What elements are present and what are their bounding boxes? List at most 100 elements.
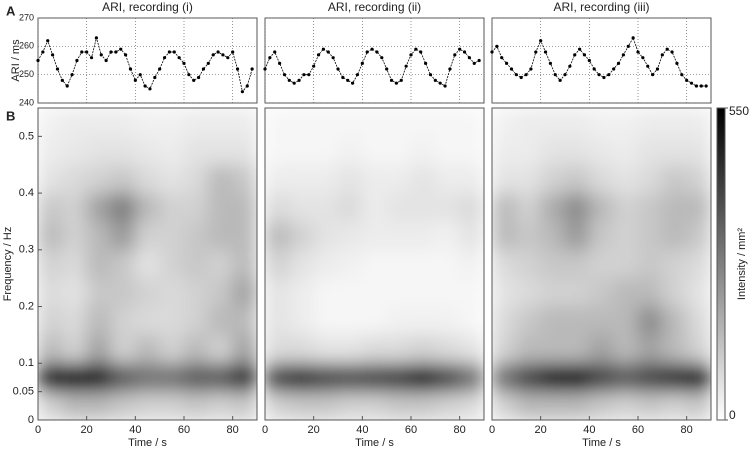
data-point <box>375 50 379 54</box>
heat-cell <box>183 334 209 364</box>
heat-cell <box>337 277 363 307</box>
heat-cell <box>289 277 314 307</box>
heat-cell <box>135 391 160 420</box>
data-point <box>543 50 548 54</box>
heat-cell <box>135 306 160 336</box>
data-point <box>704 84 708 88</box>
heat-cell <box>362 249 387 279</box>
data-point <box>316 53 321 57</box>
heat-cell <box>232 136 257 166</box>
heat-cell <box>589 362 614 392</box>
y-tick-label: 0.3 <box>19 244 34 256</box>
heat-cell <box>637 136 663 166</box>
heat-cell <box>183 136 209 166</box>
heat-cell <box>637 192 663 222</box>
heat-cell <box>232 249 257 279</box>
heat-cell <box>289 391 314 420</box>
heat-cell <box>589 192 614 222</box>
heat-cell <box>492 164 517 194</box>
chart-title: ARI, recording (iii) <box>553 0 649 14</box>
heat-cell <box>662 136 687 166</box>
data-point <box>153 75 157 80</box>
heat-cell <box>289 108 314 137</box>
heat-cell <box>492 391 517 420</box>
heat-cell <box>337 136 363 166</box>
plot-frame <box>37 17 258 104</box>
data-point <box>282 73 287 77</box>
heat-cell <box>564 362 590 392</box>
heat-cell <box>637 362 663 392</box>
data-point <box>472 61 476 65</box>
data-point <box>458 47 462 51</box>
heat-cell <box>232 334 257 364</box>
heat-cell <box>637 391 663 420</box>
y-tick-label: 0.05 <box>13 386 34 398</box>
heat-cell <box>362 221 387 251</box>
data-point <box>597 73 601 77</box>
heat-cell <box>62 221 87 251</box>
heat-cell <box>589 306 614 336</box>
heat-cell <box>362 362 387 392</box>
x-tick-label: 40 <box>583 424 595 436</box>
x-axis-label: Time / s <box>128 437 167 449</box>
heat-cell <box>686 391 711 420</box>
data-point <box>685 78 689 82</box>
x-tick-label: 60 <box>178 424 190 436</box>
data-point <box>240 90 244 94</box>
data-point <box>109 50 113 54</box>
heat-cell <box>435 192 460 222</box>
data-point <box>453 53 457 57</box>
heat-cell <box>337 306 363 336</box>
heat-cell <box>686 362 711 392</box>
heat-cell <box>313 277 339 307</box>
data-point <box>80 50 84 54</box>
heat-cell <box>265 334 290 364</box>
data-point <box>250 67 254 71</box>
heat-cell <box>686 192 711 222</box>
data-point <box>573 53 577 57</box>
heat-cell <box>662 277 687 307</box>
data-point <box>167 50 171 54</box>
heat-cell <box>135 192 160 222</box>
data-point <box>602 75 606 80</box>
heat-cell <box>38 362 63 392</box>
data-point <box>292 81 296 85</box>
heatmap-clip <box>265 108 484 420</box>
heat-cell <box>662 108 687 137</box>
data-point <box>592 67 596 71</box>
data-point <box>505 61 509 65</box>
heat-cell <box>265 192 290 222</box>
data-point <box>694 84 699 88</box>
data-point <box>138 73 142 77</box>
colorbar-tick-label: 0 <box>729 408 736 422</box>
heat-cell <box>540 334 566 364</box>
heat-cell <box>289 334 314 364</box>
heat-cell <box>459 249 484 279</box>
heat-cell <box>183 249 209 279</box>
heat-cell <box>386 306 412 336</box>
heat-cell <box>459 306 484 336</box>
heatmap-clip <box>38 108 257 420</box>
heat-cell <box>435 221 460 251</box>
data-point <box>36 58 40 63</box>
heatmap <box>265 108 484 420</box>
heat-cell <box>265 306 290 336</box>
data-point <box>216 50 220 54</box>
heat-cell <box>459 391 484 420</box>
data-point <box>385 67 389 71</box>
data-point <box>321 47 325 51</box>
data-point <box>448 67 452 71</box>
plot-frame <box>37 107 258 421</box>
data-point <box>99 53 103 57</box>
data-point <box>655 67 660 71</box>
data-point <box>221 53 225 57</box>
data-point <box>268 56 272 60</box>
heat-cell <box>459 164 484 194</box>
heat-cell <box>313 164 339 194</box>
data-point <box>46 39 50 43</box>
data-point <box>119 47 123 51</box>
heat-cell <box>516 249 541 279</box>
data-point <box>660 53 664 57</box>
heat-cell <box>38 277 63 307</box>
chart-title: ARI, recording (i) <box>102 0 193 14</box>
